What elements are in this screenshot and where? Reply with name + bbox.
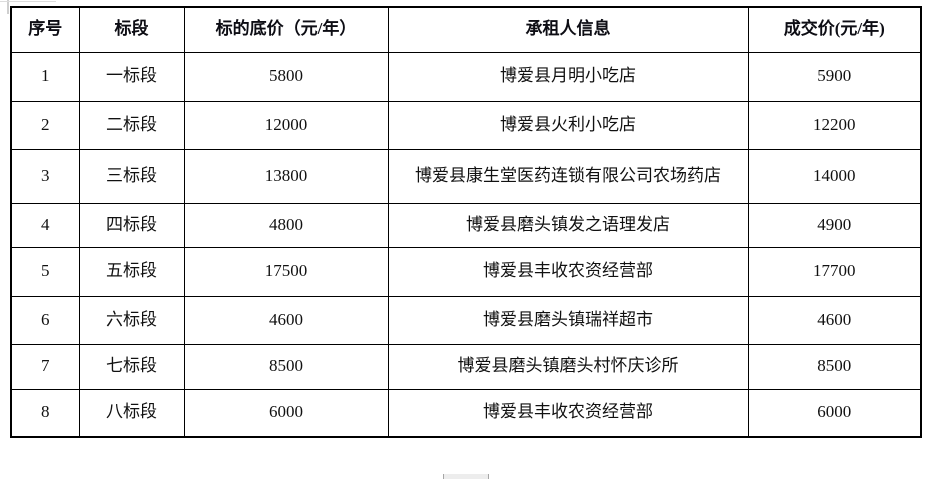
table-row: 2 二标段 12000 博爱县火利小吃店 12200	[10, 100, 922, 150]
table-row: 8 八标段 6000 博爱县丰收农资经营部 6000	[10, 388, 922, 438]
page-edge-artifact-horizontal	[0, 1, 56, 2]
cell-lessee: 博爱县磨头镇瑞祥超市	[387, 295, 749, 345]
header-base-price: 标的底价（元/年）	[183, 6, 389, 53]
cell-seq: 7	[10, 343, 80, 390]
page-edge-artifact-vertical	[7, 0, 9, 14]
cell-deal-price: 14000	[747, 148, 922, 204]
header-section: 标段	[78, 6, 185, 53]
cell-lessee: 博爱县丰收农资经营部	[387, 246, 749, 297]
cell-seq: 1	[10, 51, 80, 102]
cell-section: 七标段	[78, 343, 185, 390]
cell-base-price: 8500	[183, 343, 389, 390]
cell-section: 六标段	[78, 295, 185, 345]
cell-lessee: 博爱县火利小吃店	[387, 100, 749, 150]
cell-deal-price: 6000	[747, 388, 922, 438]
cell-seq: 3	[10, 148, 80, 204]
cell-deal-price: 4900	[747, 202, 922, 248]
bottom-edge-ui-fragment	[443, 474, 489, 479]
cell-section: 二标段	[78, 100, 185, 150]
cell-lessee: 博爱县丰收农资经营部	[387, 388, 749, 438]
cell-base-price: 4600	[183, 295, 389, 345]
cell-base-price: 5800	[183, 51, 389, 102]
table-row: 7 七标段 8500 博爱县磨头镇磨头村怀庆诊所 8500	[10, 343, 922, 390]
cell-section: 三标段	[78, 148, 185, 204]
cell-deal-price: 17700	[747, 246, 922, 297]
cell-section: 八标段	[78, 388, 185, 438]
header-seq: 序号	[10, 6, 80, 53]
cell-lessee: 博爱县磨头镇发之语理发店	[387, 202, 749, 248]
bid-results-table: 序号 标段 标的底价（元/年） 承租人信息 成交价(元/年) 1 一标段 580…	[10, 6, 922, 438]
cell-base-price: 4800	[183, 202, 389, 248]
table-body: 1 一标段 5800 博爱县月明小吃店 5900 2 二标段 12000 博爱县…	[10, 51, 922, 438]
table-row: 4 四标段 4800 博爱县磨头镇发之语理发店 4900	[10, 202, 922, 248]
cell-section: 四标段	[78, 202, 185, 248]
cell-deal-price: 5900	[747, 51, 922, 102]
cell-base-price: 13800	[183, 148, 389, 204]
cell-deal-price: 12200	[747, 100, 922, 150]
cell-seq: 6	[10, 295, 80, 345]
cell-seq: 2	[10, 100, 80, 150]
header-lessee: 承租人信息	[387, 6, 749, 53]
header-row: 序号 标段 标的底价（元/年） 承租人信息 成交价(元/年)	[10, 6, 922, 53]
cell-seq: 5	[10, 246, 80, 297]
cell-seq: 8	[10, 388, 80, 438]
cell-deal-price: 4600	[747, 295, 922, 345]
table-row: 6 六标段 4600 博爱县磨头镇瑞祥超市 4600	[10, 295, 922, 345]
cell-section: 一标段	[78, 51, 185, 102]
cell-base-price: 12000	[183, 100, 389, 150]
cell-base-price: 6000	[183, 388, 389, 438]
cell-base-price: 17500	[183, 246, 389, 297]
cell-lessee: 博爱县磨头镇磨头村怀庆诊所	[387, 343, 749, 390]
table-row: 5 五标段 17500 博爱县丰收农资经营部 17700	[10, 246, 922, 297]
table-row: 1 一标段 5800 博爱县月明小吃店 5900	[10, 51, 922, 102]
cell-seq: 4	[10, 202, 80, 248]
cell-lessee: 博爱县康生堂医药连锁有限公司农场药店	[387, 148, 749, 204]
header-deal-price: 成交价(元/年)	[747, 6, 922, 53]
cell-section: 五标段	[78, 246, 185, 297]
cell-deal-price: 8500	[747, 343, 922, 390]
cell-lessee: 博爱县月明小吃店	[387, 51, 749, 102]
table-row: 3 三标段 13800 博爱县康生堂医药连锁有限公司农场药店 14000	[10, 148, 922, 204]
